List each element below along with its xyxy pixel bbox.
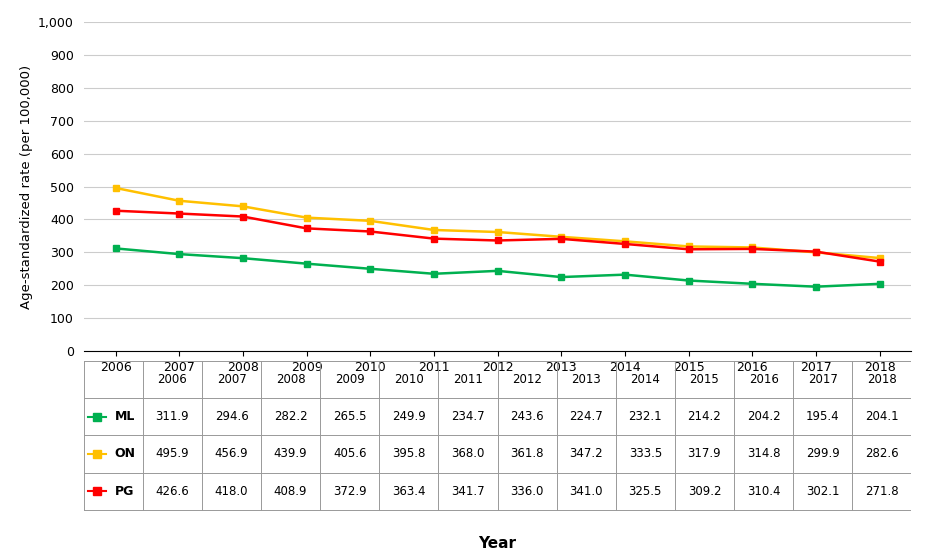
Text: 2008: 2008 [276, 373, 305, 386]
Text: 2014: 2014 [631, 373, 660, 386]
Text: 368.0: 368.0 [451, 447, 485, 461]
Text: 2013: 2013 [571, 373, 601, 386]
Text: 282.6: 282.6 [865, 447, 898, 461]
Text: 195.4: 195.4 [806, 411, 840, 423]
Text: 314.8: 314.8 [747, 447, 780, 461]
Text: 317.9: 317.9 [687, 447, 722, 461]
Text: 2010: 2010 [394, 373, 424, 386]
Text: 271.8: 271.8 [865, 485, 898, 497]
Text: 495.9: 495.9 [155, 447, 189, 461]
Text: 2011: 2011 [453, 373, 483, 386]
Text: 243.6: 243.6 [511, 411, 544, 423]
Text: PG: PG [114, 485, 134, 497]
Text: 2018: 2018 [867, 373, 897, 386]
Text: 2007: 2007 [217, 373, 246, 386]
Text: 2017: 2017 [808, 373, 838, 386]
Text: Year: Year [479, 536, 516, 551]
Text: 372.9: 372.9 [333, 485, 366, 497]
Text: 309.2: 309.2 [687, 485, 722, 497]
Text: 2006: 2006 [157, 373, 187, 386]
Y-axis label: Age-standardized rate (per 100,000): Age-standardized rate (per 100,000) [20, 65, 33, 309]
Text: 265.5: 265.5 [333, 411, 366, 423]
Text: 2016: 2016 [749, 373, 778, 386]
Text: 333.5: 333.5 [629, 447, 662, 461]
Text: 363.4: 363.4 [392, 485, 426, 497]
Text: 347.2: 347.2 [569, 447, 603, 461]
Text: 302.1: 302.1 [806, 485, 840, 497]
Text: 204.1: 204.1 [865, 411, 898, 423]
Text: 361.8: 361.8 [511, 447, 544, 461]
Text: 249.9: 249.9 [392, 411, 426, 423]
Text: 336.0: 336.0 [511, 485, 544, 497]
Text: 439.9: 439.9 [273, 447, 308, 461]
Text: 294.6: 294.6 [215, 411, 248, 423]
Text: 325.5: 325.5 [629, 485, 662, 497]
Text: 234.7: 234.7 [451, 411, 485, 423]
Text: 405.6: 405.6 [333, 447, 366, 461]
Text: 232.1: 232.1 [629, 411, 662, 423]
Text: 2012: 2012 [512, 373, 542, 386]
Text: 341.0: 341.0 [569, 485, 603, 497]
Text: 311.9: 311.9 [155, 411, 189, 423]
Text: ON: ON [114, 447, 136, 461]
Text: 224.7: 224.7 [569, 411, 604, 423]
Text: 426.6: 426.6 [155, 485, 190, 497]
Text: 341.7: 341.7 [451, 485, 485, 497]
Text: 310.4: 310.4 [747, 485, 780, 497]
Text: 214.2: 214.2 [687, 411, 722, 423]
Text: 299.9: 299.9 [805, 447, 840, 461]
Text: ML: ML [114, 411, 135, 423]
Text: 418.0: 418.0 [215, 485, 248, 497]
Text: 395.8: 395.8 [392, 447, 426, 461]
Text: 204.2: 204.2 [747, 411, 780, 423]
Text: 2009: 2009 [335, 373, 365, 386]
Text: 282.2: 282.2 [273, 411, 308, 423]
Text: 408.9: 408.9 [273, 485, 308, 497]
Text: 2015: 2015 [690, 373, 719, 386]
Text: 456.9: 456.9 [215, 447, 248, 461]
